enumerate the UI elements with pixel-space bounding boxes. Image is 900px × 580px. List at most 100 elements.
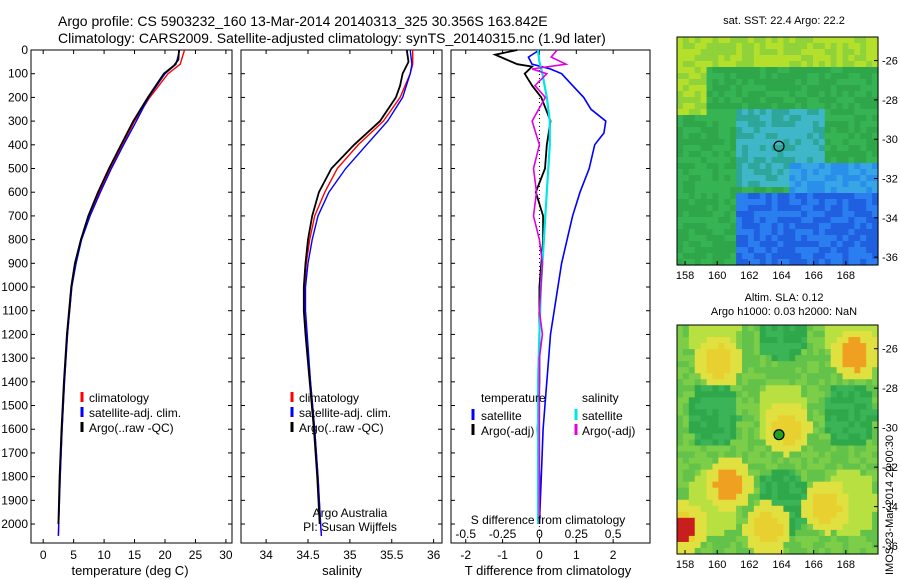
map-cell (783, 253, 790, 260)
map-cell (747, 157, 755, 164)
map-cell (688, 457, 696, 465)
map-cell (795, 73, 802, 80)
sla-map-field (677, 325, 879, 555)
map-cell (783, 421, 790, 429)
map-cell (807, 403, 814, 410)
map-cell (753, 529, 761, 537)
map-cell (682, 61, 690, 68)
map-cell (742, 457, 749, 465)
map-cell (677, 115, 684, 122)
map-cell (807, 511, 814, 519)
map-cell (777, 187, 785, 194)
map-cell (724, 457, 731, 465)
map-cell (777, 523, 785, 531)
map-cell (677, 67, 684, 74)
map-cell (694, 439, 702, 447)
map-cell (807, 427, 814, 435)
map-cell (742, 109, 749, 116)
map-cell (872, 49, 879, 56)
map-cell (860, 355, 867, 362)
map-cell (783, 61, 790, 68)
map-cell (795, 415, 802, 423)
map-cell (694, 373, 702, 380)
map-cell (718, 475, 725, 483)
map-cell (789, 217, 796, 224)
map-cell (830, 211, 838, 218)
map-cell (854, 325, 861, 332)
map-cell (742, 145, 749, 152)
map-cell (682, 109, 690, 116)
map-cell (783, 121, 790, 128)
map-cell (712, 511, 719, 519)
map-cell (759, 193, 767, 200)
map-cell (753, 55, 761, 62)
map-cell (860, 499, 867, 507)
map-cell (866, 157, 873, 164)
map-cell (771, 127, 779, 134)
map-cell (736, 361, 743, 368)
map-cell (842, 55, 850, 62)
map-cell (742, 427, 749, 435)
temperature-xlabel: temperature (deg C) (71, 563, 188, 578)
map-cell (706, 547, 714, 555)
map-cell (706, 97, 714, 104)
map-cell (736, 61, 743, 68)
map-cell (807, 349, 814, 356)
map-cell (724, 475, 731, 483)
map-cell (688, 469, 696, 477)
map-cell (777, 445, 785, 453)
map-cell (860, 235, 867, 242)
map-cell (812, 487, 820, 495)
map-cell (682, 133, 690, 140)
map-cell (730, 139, 737, 146)
map-cell (860, 67, 867, 74)
map-cell (830, 115, 838, 122)
map-cell (694, 103, 702, 110)
map-cell (812, 379, 820, 386)
map-cell (795, 121, 802, 128)
map-cell (759, 109, 767, 116)
map-cell (795, 373, 802, 380)
map-cell (765, 97, 773, 104)
map-cell (706, 91, 714, 98)
map-cell (818, 367, 826, 374)
map-cell (789, 55, 796, 62)
series-line (57, 49, 180, 525)
map-cell (795, 85, 802, 92)
map-cell (736, 49, 743, 56)
map-cell (795, 529, 802, 537)
map-cell (818, 505, 826, 513)
map-cell (771, 115, 779, 122)
map-cell (801, 55, 808, 62)
map-cell (777, 349, 785, 356)
map-cell (694, 403, 702, 410)
map-cell (747, 151, 755, 158)
map-cell (872, 397, 879, 404)
map-cell (777, 379, 785, 386)
map-cell (771, 217, 779, 224)
map-cell (712, 151, 719, 158)
map-cell (854, 187, 861, 194)
map-cell (860, 547, 867, 555)
map-cell (753, 493, 761, 501)
map-cell (700, 79, 708, 86)
map-cell (872, 337, 879, 344)
map-cell (842, 133, 850, 140)
map-cell (718, 115, 725, 122)
map-cell (747, 223, 755, 230)
legend-title: temperature (481, 391, 546, 405)
map-cell (712, 61, 719, 68)
map-cell (682, 487, 690, 495)
map-cell (795, 433, 802, 441)
map-cell (730, 205, 737, 212)
map-cell (742, 331, 749, 338)
map-cell (765, 223, 773, 230)
map-cell (694, 481, 702, 489)
map-cell (795, 217, 802, 224)
map-cell (706, 109, 714, 116)
map-cell (747, 457, 755, 465)
map-cell (824, 163, 832, 170)
map-cell (812, 445, 820, 453)
map-cell (777, 199, 785, 206)
map-cell (753, 163, 761, 170)
